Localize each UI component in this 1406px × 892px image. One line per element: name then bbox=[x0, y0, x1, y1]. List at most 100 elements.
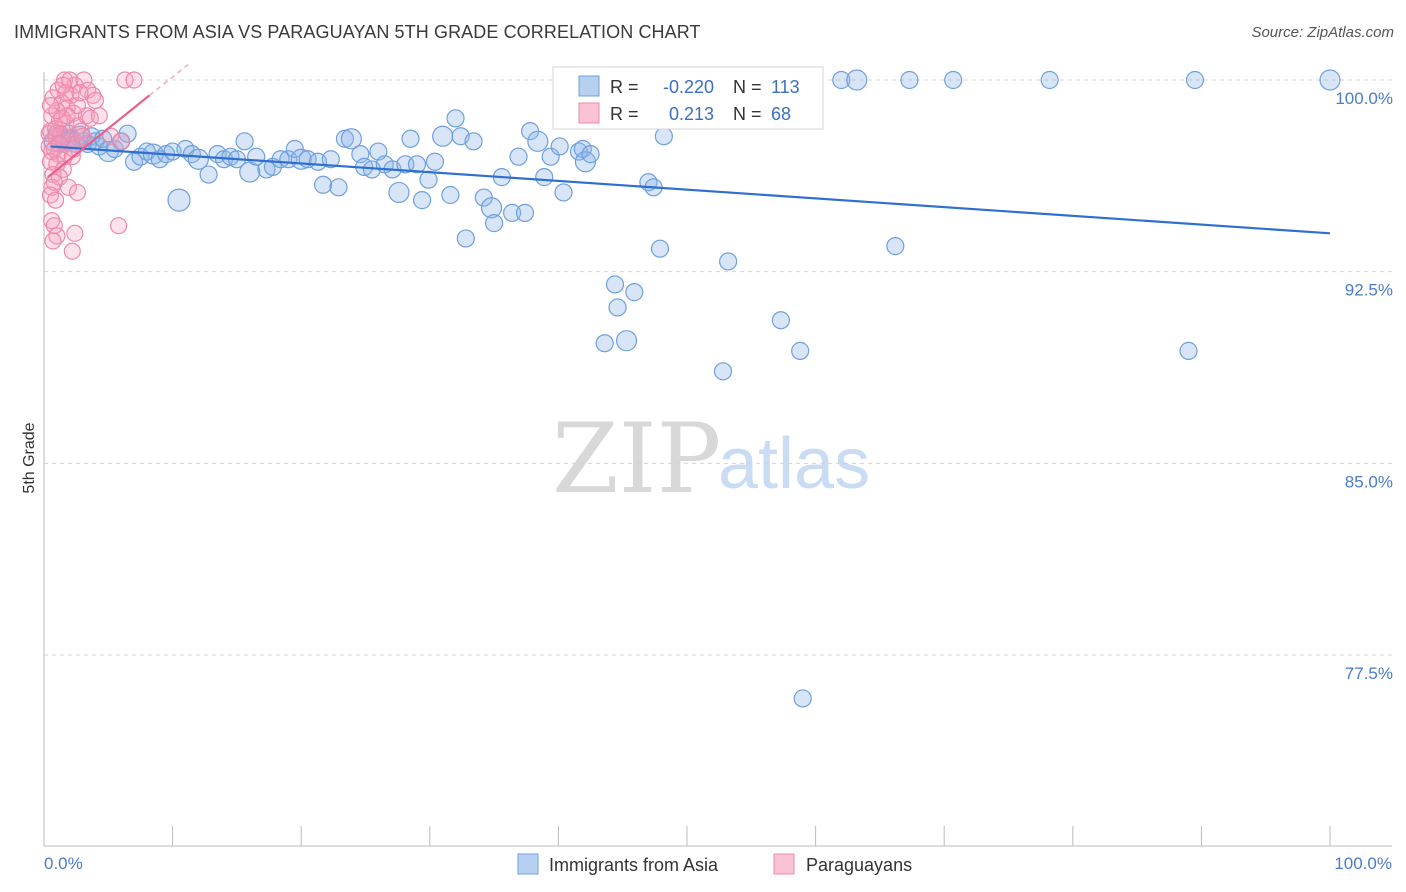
point-asia-60 bbox=[412, 191, 432, 210]
point-asia-110 bbox=[1179, 341, 1198, 360]
point-asia-108 bbox=[944, 70, 963, 90]
point-asia-107 bbox=[900, 70, 919, 90]
point-paraguayans-5 bbox=[125, 71, 143, 89]
series-immigrants-from-asia bbox=[43, 69, 1341, 708]
x-tick-label-max: 100.0% bbox=[1334, 854, 1392, 873]
point-asia-47 bbox=[329, 178, 348, 197]
legend-n-label-1: N = bbox=[733, 77, 762, 97]
point-paraguayans-62 bbox=[71, 84, 89, 102]
point-paraguayans-41 bbox=[46, 191, 65, 209]
point-paraguayans-54 bbox=[68, 96, 87, 115]
point-paraguayans-39 bbox=[68, 183, 87, 202]
point-paraguayans-47 bbox=[109, 217, 128, 235]
point-paraguayans-67 bbox=[45, 173, 63, 191]
y-axis-label: 5th Grade bbox=[21, 422, 38, 493]
point-paraguayans-63 bbox=[90, 107, 108, 125]
point-asia-99 bbox=[713, 362, 733, 381]
point-asia-29 bbox=[199, 165, 218, 184]
trend-line-paraguayans bbox=[47, 94, 151, 178]
point-paraguayans-66 bbox=[73, 127, 92, 145]
point-asia-67 bbox=[456, 229, 475, 248]
point-asia-80 bbox=[550, 137, 569, 156]
legend-n-value-2: 68 bbox=[771, 104, 791, 124]
point-asia-109 bbox=[1040, 70, 1059, 90]
x-tick-label-min: 0.0% bbox=[44, 854, 83, 873]
point-asia-56 bbox=[388, 181, 410, 204]
series-legend: Immigrants from Asia Paraguayans bbox=[517, 853, 912, 875]
point-asia-113 bbox=[793, 689, 812, 708]
point-asia-92 bbox=[625, 283, 644, 302]
trend-lines bbox=[47, 64, 1331, 235]
point-paraguayans-64 bbox=[102, 127, 120, 145]
point-asia-65 bbox=[446, 109, 465, 128]
point-asia-91 bbox=[615, 330, 638, 352]
point-paraguayans-46 bbox=[66, 224, 84, 242]
point-paraguayans-61 bbox=[54, 76, 72, 94]
point-asia-112 bbox=[1319, 69, 1341, 91]
point-paraguayans-40 bbox=[41, 186, 60, 204]
point-paraguayans-4 bbox=[116, 71, 134, 89]
legend-swatch-blue bbox=[578, 75, 600, 97]
bottom-legend-swatch-blue bbox=[517, 853, 539, 875]
legend-n-label-2: N = bbox=[733, 104, 762, 124]
bottom-legend-label-paraguayans: Paraguayans bbox=[806, 855, 912, 875]
point-paraguayans-57 bbox=[58, 107, 76, 125]
point-asia-58 bbox=[401, 129, 420, 148]
point-asia-78 bbox=[535, 168, 554, 187]
point-paraguayans-65 bbox=[112, 132, 130, 150]
point-asia-85 bbox=[581, 145, 600, 164]
point-asia-96 bbox=[650, 239, 670, 258]
point-paraguayans-3 bbox=[75, 71, 93, 89]
point-asia-61 bbox=[419, 170, 438, 189]
point-asia-39 bbox=[271, 150, 290, 169]
point-paraguayans-45 bbox=[44, 232, 62, 250]
point-asia-111 bbox=[1185, 70, 1205, 90]
point-asia-71 bbox=[485, 214, 504, 233]
point-asia-34 bbox=[235, 132, 254, 151]
legend-swatch-pink bbox=[578, 102, 600, 124]
point-asia-48 bbox=[335, 129, 355, 148]
point-asia-68 bbox=[464, 132, 483, 151]
point-asia-70 bbox=[480, 197, 503, 219]
point-asia-106 bbox=[886, 237, 905, 256]
bottom-legend-swatch-pink bbox=[773, 853, 795, 875]
point-paraguayans-10 bbox=[86, 91, 105, 110]
point-asia-73 bbox=[503, 203, 522, 222]
point-asia-59 bbox=[407, 155, 427, 174]
legend-r-value-2: 0.213 bbox=[669, 104, 714, 124]
point-asia-102 bbox=[771, 311, 790, 330]
point-asia-64 bbox=[441, 185, 460, 205]
point-asia-105 bbox=[846, 69, 868, 91]
series-paraguayans bbox=[40, 71, 143, 260]
legend-r-label-2: R = bbox=[610, 104, 639, 124]
point-asia-104 bbox=[832, 70, 851, 90]
point-asia-79 bbox=[541, 147, 560, 166]
point-asia-88 bbox=[605, 275, 625, 294]
bottom-legend-label-asia: Immigrants from Asia bbox=[549, 855, 719, 875]
point-asia-103 bbox=[791, 341, 810, 360]
point-asia-97 bbox=[654, 127, 673, 146]
x-ticks bbox=[43, 826, 1331, 846]
point-asia-74 bbox=[509, 147, 528, 166]
point-paraguayans-60 bbox=[41, 96, 60, 115]
point-asia-62 bbox=[425, 152, 445, 171]
point-asia-63 bbox=[432, 125, 454, 147]
point-asia-28 bbox=[187, 148, 209, 170]
y-tick-label-3: 77.5% bbox=[1345, 664, 1393, 683]
point-asia-46 bbox=[321, 150, 340, 169]
point-asia-77 bbox=[527, 130, 549, 152]
legend-n-value-1: 113 bbox=[771, 77, 800, 97]
point-asia-49 bbox=[340, 128, 362, 150]
point-asia-45 bbox=[313, 175, 333, 194]
chart-title: IMMIGRANTS FROM ASIA VS PARAGUAYAN 5TH G… bbox=[14, 22, 701, 42]
point-asia-100 bbox=[719, 252, 738, 271]
y-tick-label-0: 100.0% bbox=[1335, 89, 1393, 108]
y-tick-labels: 100.0% 92.5% 85.0% 77.5% bbox=[1335, 89, 1393, 683]
trend-line-asia bbox=[50, 145, 1331, 235]
point-asia-89 bbox=[608, 298, 627, 317]
point-asia-81 bbox=[554, 183, 573, 202]
point-asia-86 bbox=[595, 334, 614, 353]
point-asia-25 bbox=[167, 188, 191, 212]
y-tick-label-1: 92.5% bbox=[1345, 281, 1393, 300]
